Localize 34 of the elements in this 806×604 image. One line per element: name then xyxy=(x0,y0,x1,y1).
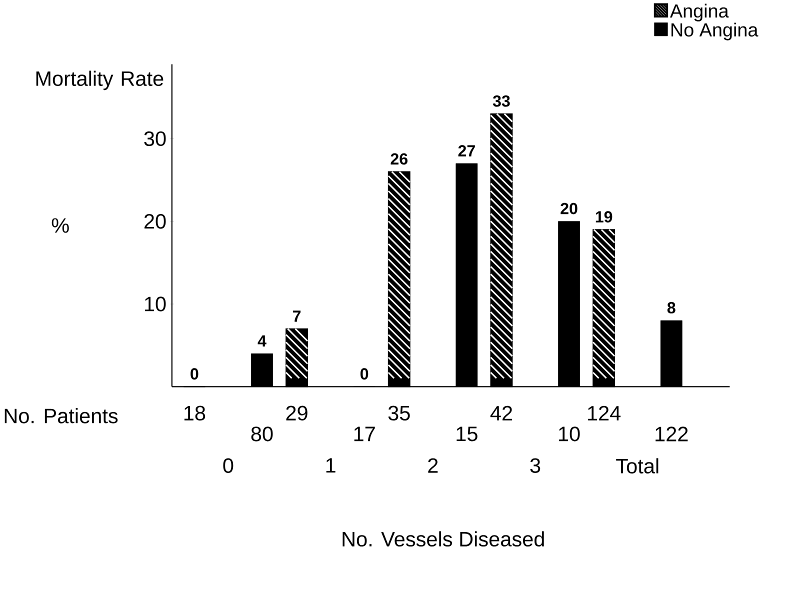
y-tick-label: 10 xyxy=(145,296,166,312)
y-tick-label: 30 xyxy=(144,131,166,146)
text: 15 xyxy=(456,426,478,441)
y-axis-title: Mortality Rate xyxy=(36,70,164,90)
data-label: 8 xyxy=(667,302,676,314)
data-label: 33 xyxy=(492,95,510,107)
text: % xyxy=(52,218,69,233)
data-label: 7 xyxy=(293,310,301,322)
text: 122 xyxy=(656,426,688,441)
text: 10 xyxy=(559,426,580,442)
legend-label: No Angina xyxy=(672,22,758,40)
data-label: 0 xyxy=(190,368,198,380)
data-label: 4 xyxy=(258,335,266,346)
legend-label: Angina xyxy=(670,4,729,22)
x-tick-label: 0 xyxy=(223,458,234,473)
data-label: 27 xyxy=(458,144,475,156)
x-tick-label: Total xyxy=(616,458,658,474)
data-label: 0 xyxy=(360,368,368,380)
y-tick-label: 20 xyxy=(144,214,166,228)
x-tick-label: 1 xyxy=(326,458,336,472)
data-label: 26 xyxy=(390,153,408,164)
text: No. Patients xyxy=(4,408,118,424)
text: 17 xyxy=(354,426,375,441)
text: 42 xyxy=(490,406,512,420)
data-label: 20 xyxy=(560,202,578,214)
x-tick-label: 3 xyxy=(530,458,540,473)
text: 35 xyxy=(388,406,410,420)
x-axis-title: No. Vessels Diseased xyxy=(342,531,544,546)
x-tick-label: 2 xyxy=(428,458,438,473)
data-label: 19 xyxy=(596,210,612,222)
text: 18 xyxy=(184,406,206,420)
text: 124 xyxy=(588,406,621,420)
text: 29 xyxy=(286,406,308,420)
text: 80 xyxy=(251,426,273,442)
